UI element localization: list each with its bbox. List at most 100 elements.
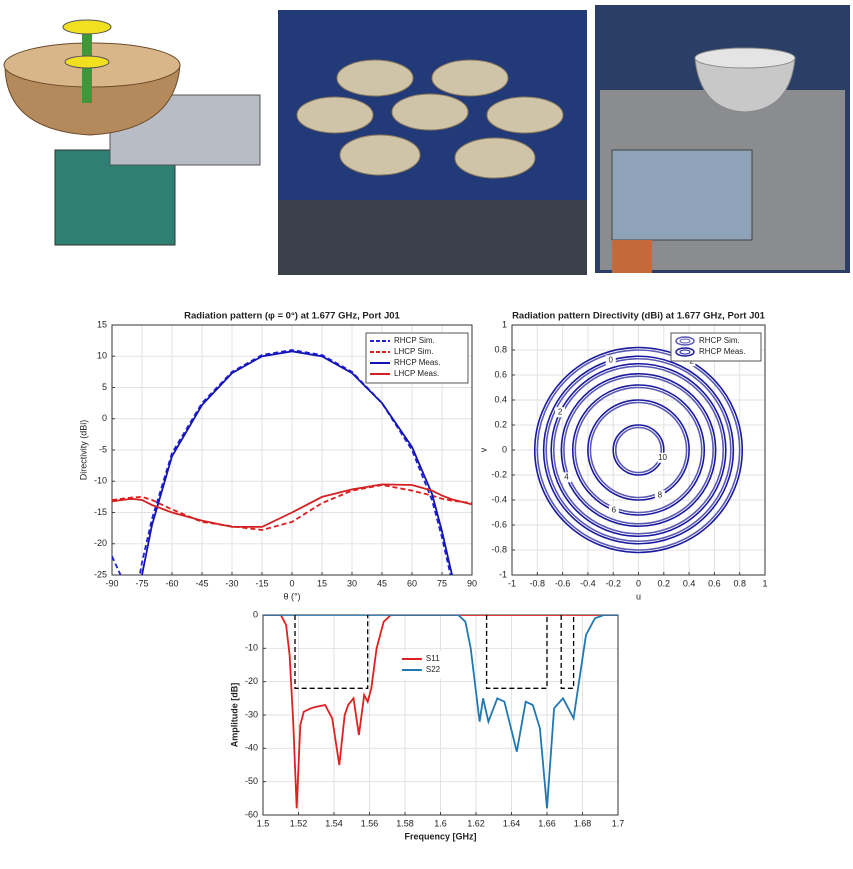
x-tick-label: 1 [762,578,767,588]
legend-swatch [675,336,695,346]
y-tick-label: -25 [94,569,107,579]
y-tick-label: -0.8 [491,544,507,554]
contour-label-bg [608,505,619,516]
x-tick-label: -0.4 [580,578,596,588]
contours [533,346,744,554]
y-tick-label: 0 [253,609,258,619]
legend-label: RHCP Meas. [699,347,746,356]
x-tick-label: 1.56 [361,818,379,828]
y-tick-label: 1 [502,319,507,329]
legend-swatch [679,338,691,344]
y-tick-label: -0.4 [491,494,507,504]
x-tick-label: -90 [105,578,118,588]
series-line [112,484,472,531]
x-tick-label: 0.8 [733,578,746,588]
x-tick-label: -15 [255,578,268,588]
contour-ring [574,386,703,514]
x-tick-label: 0.2 [658,578,671,588]
contour-ring [533,346,744,554]
x-tick-label: 60 [407,578,417,588]
x-tick-label: 1.52 [290,818,308,828]
x-tick-label: -60 [165,578,178,588]
series-line [112,483,472,528]
legend-label: LHCP Sim. [394,347,433,356]
chart-title: Radiation pattern Directivity (dBi) at 1… [512,311,766,322]
photo-test [595,5,850,273]
y-tick-label: -5 [99,444,107,454]
contour-ring [552,365,725,535]
plot-lines [112,349,472,575]
contour-label-bg [561,472,572,483]
contour-ring [536,349,741,551]
contour-ring [542,355,735,545]
x-tick-label: 0.6 [708,578,721,588]
y-tick-label: -50 [245,776,258,786]
contour-ring [563,375,714,525]
y-tick-label: 0 [502,444,507,454]
plot-frame [111,324,473,576]
photo-cad [0,5,270,270]
series-line [112,349,452,575]
contour-label-bg [657,452,668,463]
contour-label: 0 [609,355,614,364]
y-tick-label: 5 [102,382,107,392]
x-tick-label: 1.66 [538,818,556,828]
legend-label: RHCP Sim. [394,336,435,345]
contour-ring [614,426,663,474]
contour-ring [560,372,717,528]
y-tick-label: 0.2 [494,419,507,429]
y-tick-label: -0.6 [491,519,507,529]
legend-box [397,651,450,679]
legend-swatch [675,347,695,357]
x-tick-label: 1.6 [434,818,447,828]
x-tick-label: -0.2 [605,578,621,588]
legend-label: S22 [426,665,441,674]
x-tick-label: -1 [508,578,516,588]
x-tick-label: -0.8 [530,578,546,588]
y-tick-label: -20 [245,676,258,686]
y-tick-label: 0.8 [494,344,507,354]
plot-lines [263,615,618,809]
x-tick-label: 75 [437,578,447,588]
contour-ring [587,399,690,501]
x-tick-label: 0 [289,578,294,588]
series-line [263,615,618,809]
contour-label: 6 [612,505,617,514]
y-tick-label: -15 [94,507,107,517]
photo-array [278,10,587,275]
x-tick-label: 15 [317,578,327,588]
x-tick-label: -0.6 [555,578,571,588]
y-axis-label: Directivity (dBi) [78,420,88,481]
chart-title: Radiation pattern (φ = 0°) at 1.677 GHz,… [184,311,400,322]
contour-label: 10 [658,453,667,462]
legend-label: RHCP Sim. [699,336,740,345]
y-tick-label: 15 [97,319,107,329]
x-tick-label: 1.68 [574,818,592,828]
plot-frame [511,324,766,576]
contour-label: 8 [658,490,663,499]
x-tick-label: -45 [195,578,208,588]
legend-label: S11 [426,654,440,663]
mask-line [294,615,575,689]
series-line [141,350,453,575]
contour-ring [589,401,688,499]
x-tick-label: 30 [347,578,357,588]
series-line [263,615,618,809]
contour-label: 4 [564,472,569,481]
x-tick-label: 0.4 [683,578,696,588]
y-tick-label: -40 [245,743,258,753]
contour-ring [571,384,706,516]
x-tick-label: -30 [225,578,238,588]
y-tick-label: 10 [97,351,107,361]
x-axis-label: Frequency [GHz] [404,831,476,841]
y-axis-label: v [478,447,488,452]
y-tick-label: 0.4 [494,394,507,404]
y-tick-label: -0.2 [491,469,507,479]
x-axis-label: θ (°) [283,591,300,601]
x-axis-label: u [636,591,641,601]
y-tick-label: 0.6 [494,369,507,379]
x-tick-label: 1.54 [325,818,343,828]
contour-ring [550,362,727,538]
x-tick-label: 1.64 [503,818,521,828]
